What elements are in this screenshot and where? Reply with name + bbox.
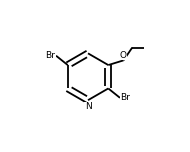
- Text: Br: Br: [46, 51, 55, 60]
- Text: O: O: [120, 51, 127, 60]
- Text: N: N: [85, 102, 91, 111]
- Text: Br: Br: [121, 93, 131, 102]
